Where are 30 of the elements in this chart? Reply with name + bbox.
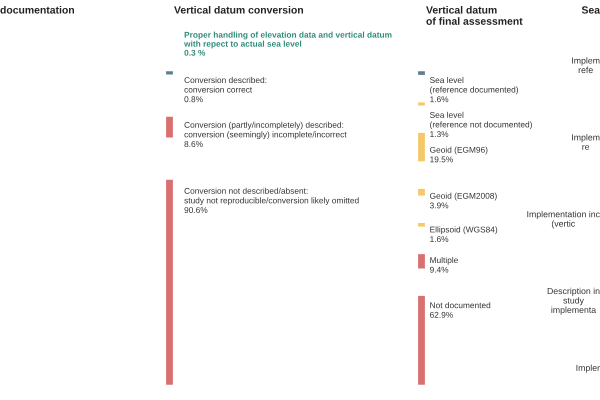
category-label: Conversion (partly/incompletely) described: conversion (seemingly) incomplete/incorrect: [184, 122, 347, 140]
data-label: 1.6%: [430, 236, 448, 242]
category-label: Multiple: [430, 256, 458, 265]
data-label: 8.6%: [184, 141, 203, 147]
data-label: 1.6%: [430, 96, 448, 102]
category-label: Ellipsoid (WGS84): [430, 226, 498, 234]
category-label: Sea level (reference documented): [430, 76, 518, 94]
text: Impler: [576, 364, 600, 373]
data-label: 9.4%: [430, 266, 448, 273]
data-label: 3.9%: [430, 202, 448, 208]
text: Proper handling of elevation data and vertical datum with repect to actual sea level 0.3 %: [184, 32, 392, 56]
text: Implementation inc (vertic: [527, 210, 600, 228]
category-label: Not documented: [430, 302, 490, 308]
data-label: 62.9%: [430, 312, 453, 318]
data-label: 0.8%: [184, 96, 203, 102]
category-label: Geoid (EGM96): [430, 146, 488, 154]
data-label: 90.6%: [184, 207, 208, 213]
category-label: Sea level (reference not documented): [430, 112, 532, 130]
text: Implem refe: [572, 57, 600, 74]
category-label: Conversion described: conversion correct: [184, 76, 266, 93]
text: Vertical datum conversion: [174, 6, 304, 14]
text: documentation: [0, 6, 74, 14]
text: Vertical datum of final assessment: [426, 6, 523, 25]
text: Implem re: [572, 134, 600, 150]
category-label: Geoid (EGM2008): [430, 192, 497, 200]
text: Sea: [582, 6, 600, 14]
category-label: Conversion not described/absent: study not reproducible/conversion likely omitted: [184, 188, 359, 206]
data-label: 1.3%: [430, 131, 448, 138]
text: Description in study implementa: [548, 288, 600, 315]
data-label: 19.5%: [430, 156, 453, 162]
